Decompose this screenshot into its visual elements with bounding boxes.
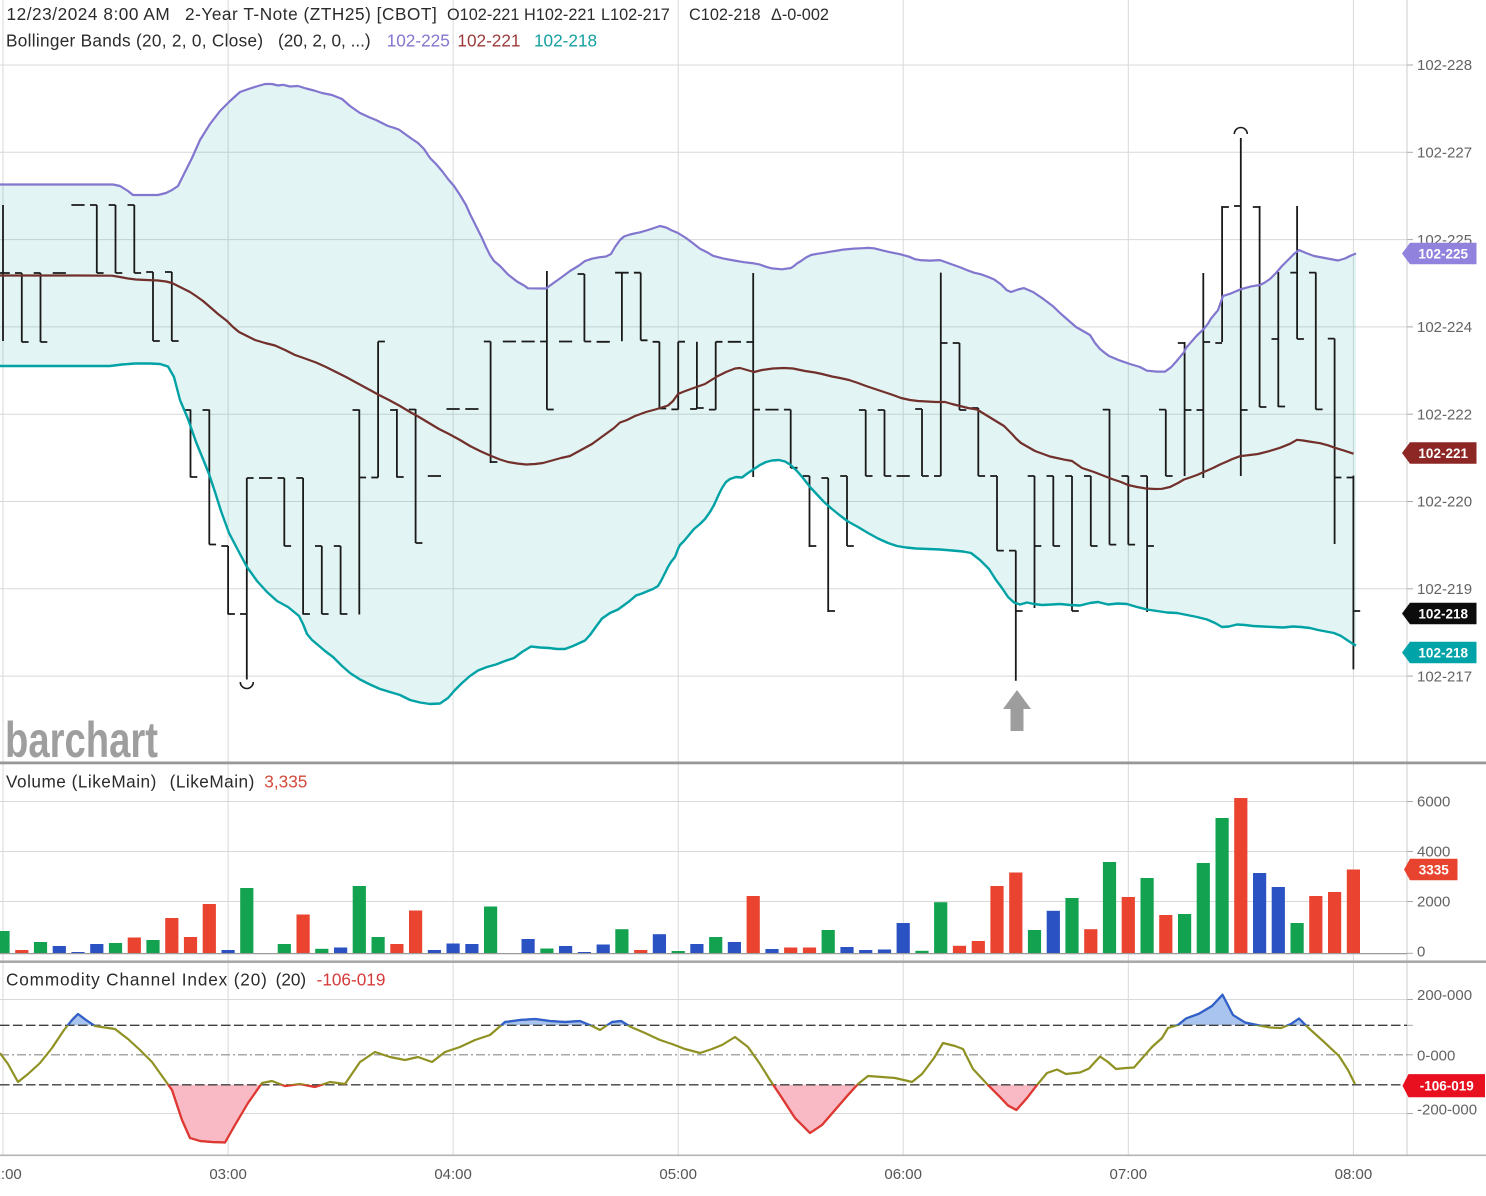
svg-text:08:00: 08:00 <box>1335 1166 1373 1183</box>
svg-text:4000: 4000 <box>1417 844 1450 861</box>
svg-text:6000: 6000 <box>1417 794 1450 811</box>
svg-text:102-222: 102-222 <box>1417 406 1472 423</box>
svg-text:C102-218: C102-218 <box>689 6 761 24</box>
svg-text:102-224: 102-224 <box>1417 319 1472 336</box>
svg-text:(20, 2, 0, ...): (20, 2, 0, ...) <box>278 31 371 51</box>
svg-text:102-221: 102-221 <box>457 31 520 51</box>
svg-text:102-221: 102-221 <box>1418 446 1468 461</box>
svg-text:Δ-0-002: Δ-0-002 <box>771 6 829 24</box>
svg-text:102-225: 102-225 <box>1418 246 1468 261</box>
svg-text:-106-019: -106-019 <box>317 970 386 990</box>
svg-text:200-000: 200-000 <box>1417 987 1472 1004</box>
svg-text:3335: 3335 <box>1419 862 1450 877</box>
svg-text:2000: 2000 <box>1417 894 1450 911</box>
svg-text:07:00: 07:00 <box>1110 1166 1148 1183</box>
svg-text:-106-019: -106-019 <box>1420 1079 1474 1094</box>
svg-text:102-228: 102-228 <box>1417 57 1472 74</box>
svg-text:102-218: 102-218 <box>534 31 597 51</box>
svg-text:Commodity Channel Index (20): Commodity Channel Index (20) <box>6 970 268 990</box>
svg-text:12/23/2024 8:00 AM: 12/23/2024 8:00 AM <box>7 4 171 24</box>
svg-text:barchart: barchart <box>5 712 158 768</box>
svg-text:102-225: 102-225 <box>387 31 450 51</box>
svg-text:-200-000: -200-000 <box>1417 1101 1477 1118</box>
svg-text:2-Year T-Note (ZTH25) [CBOT]: 2-Year T-Note (ZTH25) [CBOT] <box>185 4 437 24</box>
svg-text:102-217: 102-217 <box>1417 668 1472 685</box>
svg-text:06:00: 06:00 <box>884 1166 922 1183</box>
svg-text:H102-221: H102-221 <box>524 6 596 24</box>
svg-text:102-218: 102-218 <box>1418 606 1468 621</box>
svg-text:Bollinger Bands (20, 2, 0, Clo: Bollinger Bands (20, 2, 0, Close) <box>6 31 263 51</box>
svg-text:(LikeMain): (LikeMain) <box>170 772 255 792</box>
svg-text:02:00: 02:00 <box>0 1166 22 1183</box>
svg-text:(20): (20) <box>276 970 307 990</box>
svg-text:0: 0 <box>1417 944 1425 961</box>
svg-text:0-000: 0-000 <box>1417 1047 1455 1064</box>
svg-text:L102-217: L102-217 <box>601 6 670 24</box>
svg-text:Volume (LikeMain): Volume (LikeMain) <box>6 772 157 792</box>
svg-text:05:00: 05:00 <box>659 1166 697 1183</box>
svg-text:102-218: 102-218 <box>1418 645 1468 660</box>
svg-text:04:00: 04:00 <box>434 1166 472 1183</box>
svg-text:O102-221: O102-221 <box>447 6 519 24</box>
svg-text:102-220: 102-220 <box>1417 494 1472 511</box>
svg-text:03:00: 03:00 <box>209 1166 247 1183</box>
svg-text:3,335: 3,335 <box>264 772 307 792</box>
svg-text:102-219: 102-219 <box>1417 581 1472 598</box>
svg-text:102-227: 102-227 <box>1417 145 1472 162</box>
